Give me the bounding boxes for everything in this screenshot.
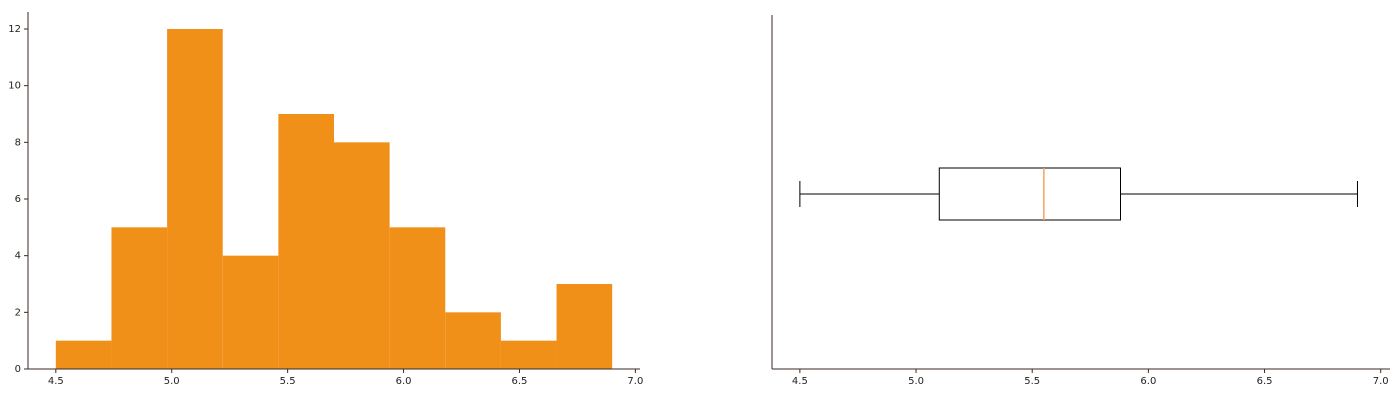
bar <box>334 142 390 369</box>
y-tick-label: 2 <box>15 307 21 318</box>
y-tick-label: 4 <box>15 251 21 262</box>
bar <box>389 227 446 369</box>
x-tick-label: 6.0 <box>1140 376 1156 387</box>
x-tick-label: 7.0 <box>627 376 643 387</box>
bar <box>556 284 613 369</box>
bar <box>111 227 168 369</box>
x-tick-label: 6.5 <box>512 376 528 387</box>
x-tick-label: 7.0 <box>1373 376 1389 387</box>
x-tick-label: 5.5 <box>1024 376 1040 387</box>
bar <box>222 255 279 369</box>
x-tick-label: 4.5 <box>792 376 808 387</box>
y-tick-label: 10 <box>8 81 21 92</box>
x-tick-label: 5.0 <box>908 376 924 387</box>
x-tick-label: 4.5 <box>48 376 64 387</box>
y-tick-label: 6 <box>15 194 21 205</box>
x-tick-label: 6.0 <box>396 376 412 387</box>
bar <box>500 340 557 369</box>
bar <box>55 340 112 369</box>
y-tick-label: 0 <box>15 364 21 375</box>
y-tick-label: 8 <box>15 137 21 148</box>
y-tick-label: 12 <box>8 24 21 35</box>
x-tick-label: 6.5 <box>1257 376 1273 387</box>
bar <box>445 312 501 369</box>
x-tick-label: 5.5 <box>280 376 296 387</box>
x-tick-label: 5.0 <box>164 376 180 387</box>
box <box>938 167 1121 221</box>
bar <box>278 114 334 369</box>
bar <box>167 29 223 369</box>
